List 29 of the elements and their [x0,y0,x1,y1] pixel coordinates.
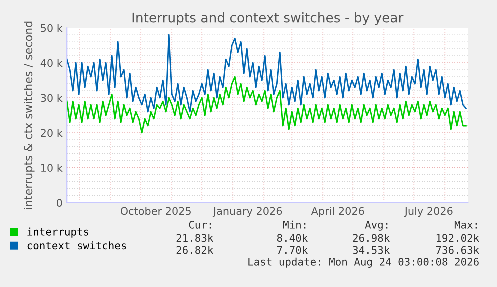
x-tick-label: January 2026 [212,207,282,218]
x-tick-label: April 2026 [311,207,364,218]
line-series [67,34,467,113]
y-tick-label: 40 k [40,59,63,68]
y-tick-label: 10 k [41,164,63,172]
text: Min: [283,220,306,229]
y-tick-label: 50 k [41,24,63,32]
y-tick-label: 20 k [41,129,63,138]
legend-label: context switches [28,242,126,250]
y-tick-label: 30 k [41,94,63,102]
chart-title: Interrupts and context switches - by year [132,12,404,26]
text: 736.63k [436,246,480,254]
x-tick-label: October 2025 [120,207,191,216]
y-tick-label: 0 [56,199,62,208]
text: Max: [454,221,478,229]
text: 7.70k [277,246,308,254]
text: Cur: [189,221,212,229]
text: 26.82k [176,246,214,254]
text: 8.40k [277,234,308,242]
text: Last update: Mon Aug 24 03:00:08 2026 [248,258,479,268]
text: 192.02k [436,234,480,242]
y-axis-title: interrupts & ctx switches / second [24,22,35,210]
line-series [67,76,467,134]
text: 34.53k [353,246,390,254]
text: 26.98k [353,234,390,242]
legend-label: interrupts [28,228,89,238]
x-tick-label: July 2026 [404,207,453,218]
text: 21.83k [176,234,214,242]
text: Avg: [365,221,388,231]
